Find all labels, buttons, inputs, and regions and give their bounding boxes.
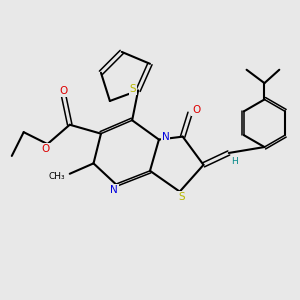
Text: S: S [178, 192, 184, 202]
Text: O: O [42, 143, 50, 154]
Text: H: H [231, 157, 238, 166]
Text: N: N [110, 184, 118, 194]
Text: CH₃: CH₃ [49, 172, 65, 181]
Text: O: O [192, 105, 200, 115]
Text: N: N [162, 132, 169, 142]
Text: S: S [129, 84, 136, 94]
Text: O: O [59, 86, 67, 96]
